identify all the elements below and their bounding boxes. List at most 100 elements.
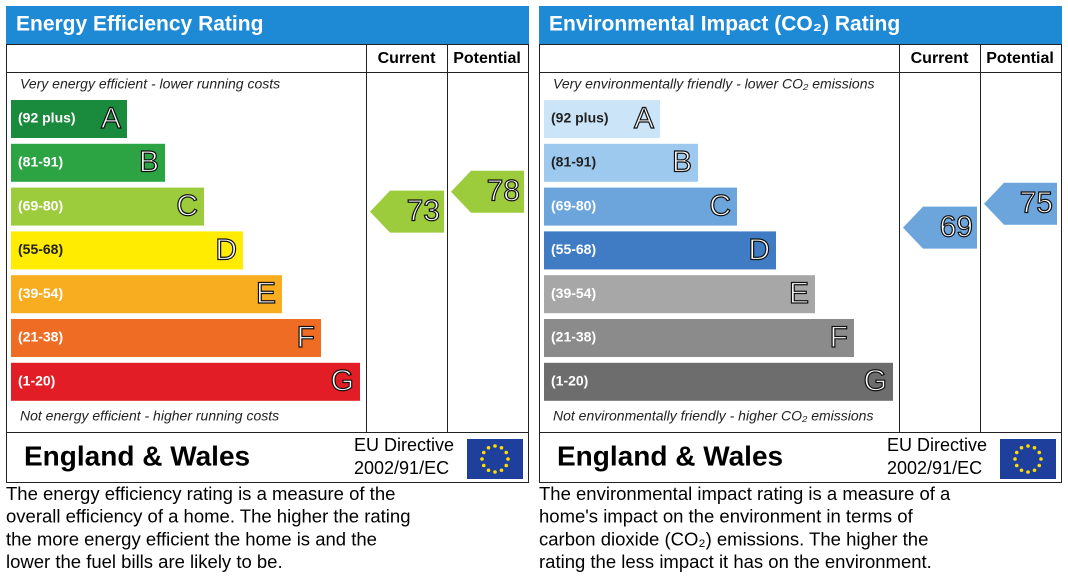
top-text: Very energy efficient - lower running co… [20, 76, 280, 92]
band-bar [11, 143, 165, 182]
flag-star [1032, 468, 1037, 473]
band-range: (21-38) [551, 329, 596, 345]
flag-star [1037, 463, 1042, 468]
band-letter: F [297, 321, 315, 354]
top-text: Very environmentally friendly - lower CO… [553, 76, 874, 92]
description-line: rating the less impact it has on the env… [539, 551, 932, 572]
band-range: (55-68) [551, 241, 596, 257]
flag-star [481, 450, 486, 455]
column-header: Potential [453, 50, 521, 67]
band-letter: A [634, 102, 654, 135]
band-letter: G [331, 365, 354, 398]
band-bar [11, 231, 243, 270]
band-range: (92 plus) [551, 110, 609, 126]
band-letter: D [215, 233, 237, 266]
flag-star [499, 445, 504, 450]
column-header: Potential [986, 50, 1054, 67]
flag-star [1032, 445, 1037, 450]
flag-star [1014, 450, 1019, 455]
flag-star [493, 444, 497, 448]
rating-value: 73 [407, 195, 440, 228]
column-header: Current [378, 50, 436, 67]
band-range: (1-20) [18, 373, 55, 389]
flag-star [504, 450, 509, 455]
band-range: (69-80) [18, 197, 63, 213]
rating-value: 69 [940, 211, 973, 244]
title-bar [6, 6, 529, 44]
flag-star [493, 470, 497, 474]
directive: 2002/91/EC [887, 458, 982, 478]
band-letter: G [864, 365, 887, 398]
band-bar [544, 319, 854, 357]
band-range: (39-54) [551, 285, 596, 301]
band-range: (69-80) [551, 197, 596, 213]
directive: EU Directive [887, 435, 987, 455]
band-bar [11, 187, 204, 226]
band-letter: E [789, 277, 809, 310]
directive: 2002/91/EC [354, 458, 449, 478]
panel-frame [6, 44, 529, 483]
directive: EU Directive [354, 435, 454, 455]
flag-star [1026, 470, 1030, 474]
panel-frame [539, 44, 1062, 483]
eu-flag [467, 439, 523, 479]
flag-star [1019, 468, 1024, 473]
rating-value: 75 [1020, 187, 1053, 220]
rating-panel: Energy Efficiency Rating Current Potential… [6, 6, 529, 572]
flag-star [1026, 444, 1030, 448]
flag-star [504, 463, 509, 468]
band-range: (81-91) [18, 154, 63, 170]
flag-star [1039, 457, 1043, 461]
flag-star [1037, 450, 1042, 455]
title-bar [539, 6, 1062, 44]
rating-arrow [370, 190, 444, 233]
description-line: The energy efficiency rating is a measur… [6, 483, 395, 504]
flag-star [1019, 445, 1024, 450]
panel-title: Environmental Impact (CO₂) Rating [549, 13, 900, 36]
rating-arrow [903, 206, 977, 249]
rating-value: 78 [487, 175, 520, 208]
flag-star [506, 457, 510, 461]
band-letter: C [176, 190, 198, 223]
description-line: home's impact on the environment in term… [539, 506, 914, 527]
band-bar [544, 187, 737, 226]
flag-star [1014, 463, 1019, 468]
rating-arrow [451, 170, 524, 213]
band-bar [11, 319, 321, 357]
flag-star [499, 468, 504, 473]
band-range: (81-91) [551, 154, 596, 170]
band-letter: E [256, 277, 276, 310]
band-range: (92 plus) [18, 110, 76, 126]
region: England & Wales [24, 440, 250, 471]
flag-star [486, 445, 491, 450]
band-range: (55-68) [18, 241, 63, 257]
band-letter: A [101, 102, 121, 135]
description-line: lower the fuel bills are likely to be. [6, 551, 283, 572]
band-letter: C [709, 190, 731, 223]
band-bar [11, 100, 127, 138]
column-header: Current [911, 50, 969, 67]
rating-panel: Environmental Impact (CO₂) Rating Current… [539, 6, 1062, 572]
band-letter: F [830, 321, 848, 354]
band-bar [544, 275, 815, 314]
eu-flag [1000, 439, 1056, 479]
description-line: overall efficiency of a home. The higher… [6, 506, 411, 527]
band-range: (39-54) [18, 285, 63, 301]
description-line: The environmental impact rating is a mea… [539, 483, 951, 504]
band-range: (1-20) [551, 373, 588, 389]
band-letter: B [672, 146, 692, 179]
band-letter: B [139, 146, 159, 179]
flag-star [1013, 457, 1017, 461]
band-bar [544, 143, 698, 182]
band-bar [11, 275, 282, 314]
band-bar [544, 362, 893, 401]
band-range: (21-38) [18, 329, 63, 345]
flag-star [486, 468, 491, 473]
band-letter: D [748, 233, 770, 266]
rating-arrow [984, 182, 1057, 225]
band-bar [544, 100, 660, 138]
region: England & Wales [557, 440, 783, 471]
band-bar [544, 231, 776, 270]
description-line: carbon dioxide (CO₂) emissions. The high… [539, 528, 928, 549]
